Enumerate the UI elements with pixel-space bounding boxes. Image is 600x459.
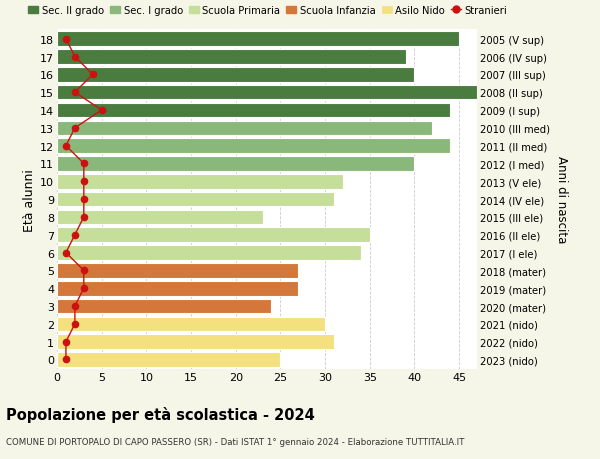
Bar	[57, 246, 361, 260]
Bar	[57, 281, 298, 296]
Bar	[57, 68, 415, 83]
Bar	[57, 121, 433, 136]
Bar	[57, 103, 450, 118]
Bar	[57, 317, 325, 331]
Bar	[57, 174, 343, 189]
Bar	[57, 335, 334, 349]
Y-axis label: Anni di nascita: Anni di nascita	[556, 156, 568, 243]
Bar	[57, 210, 263, 225]
Bar	[57, 139, 450, 154]
Y-axis label: Età alunni: Età alunni	[23, 168, 36, 231]
Text: COMUNE DI PORTOPALO DI CAPO PASSERO (SR) - Dati ISTAT 1° gennaio 2024 - Elaboraz: COMUNE DI PORTOPALO DI CAPO PASSERO (SR)…	[6, 437, 464, 446]
Bar	[57, 157, 415, 171]
Legend: Sec. II grado, Sec. I grado, Scuola Primaria, Scuola Infanzia, Asilo Nido, Stran: Sec. II grado, Sec. I grado, Scuola Prim…	[28, 6, 507, 16]
Bar	[57, 353, 280, 367]
Bar	[57, 86, 477, 100]
Bar	[57, 50, 406, 65]
Text: Popolazione per età scolastica - 2024: Popolazione per età scolastica - 2024	[6, 406, 315, 422]
Bar	[57, 228, 370, 242]
Bar	[57, 192, 334, 207]
Bar	[57, 32, 459, 47]
Bar	[57, 299, 271, 313]
Bar	[57, 263, 298, 278]
